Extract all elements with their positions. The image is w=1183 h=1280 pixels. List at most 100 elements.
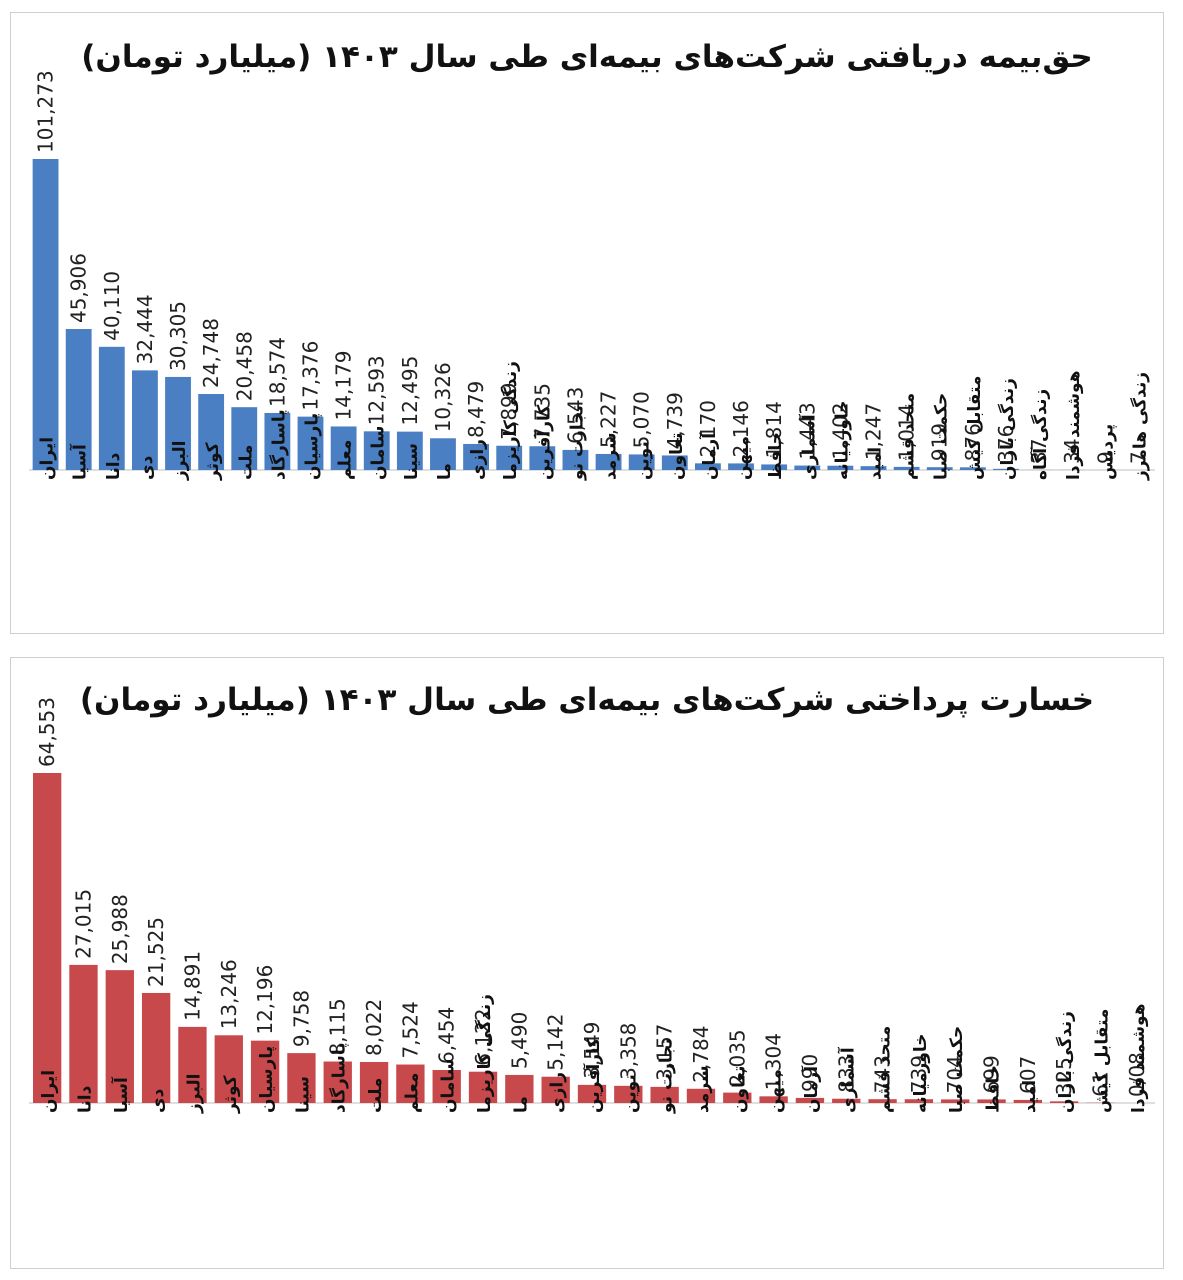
bar bbox=[264, 412, 291, 470]
bar bbox=[65, 329, 92, 470]
category-label: نوین bbox=[634, 441, 654, 480]
category-label: آسماری bbox=[797, 413, 819, 480]
category-label: پارسیان bbox=[257, 1046, 277, 1113]
bar-value-label: 37 bbox=[1027, 438, 1051, 463]
category-label: خاورمیانه bbox=[832, 400, 852, 480]
category-label: حکمت صبا bbox=[932, 393, 952, 480]
bar bbox=[396, 431, 423, 470]
bar-value-label: 25,988 bbox=[108, 894, 132, 964]
bar bbox=[32, 773, 62, 1103]
bar-value-label: 6,454 bbox=[435, 1007, 459, 1064]
category-label: تجارت نو bbox=[657, 1038, 677, 1114]
category-label: تعاون bbox=[667, 433, 687, 480]
category-label: حافظ bbox=[984, 1065, 1004, 1113]
bar-value-label: 12,593 bbox=[365, 355, 389, 425]
category-label: دانا bbox=[75, 1085, 95, 1113]
bar bbox=[131, 370, 158, 470]
category-label: کارآفرین bbox=[582, 1038, 604, 1113]
bar-value-label: 14,179 bbox=[332, 350, 356, 420]
bar-value-label: 7,899 bbox=[497, 382, 521, 439]
bar-value-label: 2,035 bbox=[725, 1029, 749, 1086]
bar bbox=[628, 454, 655, 470]
bar bbox=[832, 1098, 861, 1103]
bar-value-label: 2,784 bbox=[689, 1026, 713, 1083]
category-label: کارآفرین bbox=[532, 405, 554, 480]
bar-value-label: 8,022 bbox=[362, 999, 386, 1056]
bar bbox=[827, 465, 854, 470]
category-label: آسیا bbox=[69, 443, 91, 480]
bar-value-label: 6,122 bbox=[471, 1008, 495, 1065]
bar bbox=[759, 1096, 788, 1103]
bar-value-label: 376 bbox=[994, 425, 1018, 463]
category-label: زندگی کاریزما bbox=[474, 994, 495, 1113]
bar bbox=[694, 463, 721, 470]
bar-value-label: 14,891 bbox=[180, 951, 204, 1021]
category-label: آسیا bbox=[110, 1076, 132, 1113]
category-label: زندگی باران bbox=[997, 378, 1018, 480]
bar-value-label: 10,326 bbox=[431, 362, 455, 432]
bar-value-label: 17,376 bbox=[299, 341, 323, 411]
category-label: متقابل کیش bbox=[1093, 1009, 1113, 1113]
bar bbox=[795, 1097, 825, 1103]
category-label: سامان bbox=[369, 425, 389, 480]
category-label: خاورمیانه bbox=[911, 1033, 931, 1113]
category-label: رازی bbox=[468, 439, 488, 480]
bar-value-label: 8,479 bbox=[464, 381, 488, 438]
bar bbox=[541, 1076, 570, 1103]
bar-value-label: 5,070 bbox=[630, 391, 654, 448]
bar bbox=[728, 463, 754, 470]
bar-value-label: 743 bbox=[871, 1055, 895, 1093]
bar bbox=[614, 1085, 643, 1103]
bar-value-label: 1,247 bbox=[862, 403, 886, 460]
claims-chart-title: خسارت پرداختی شرکت‌های بیمه‌ای طی سال ۱۴… bbox=[79, 682, 1095, 718]
bar bbox=[761, 464, 788, 470]
bar-value-label: 5,142 bbox=[544, 1013, 568, 1070]
bar-value-label: 6,543 bbox=[563, 387, 587, 444]
category-label: متقابل کیش bbox=[965, 376, 985, 480]
category-label: آرمان bbox=[800, 1065, 822, 1113]
bar-value-label: 739 bbox=[907, 1055, 931, 1093]
category-label: دانا bbox=[104, 452, 124, 480]
claims-chart: 64,553 ایران 27,015 دانا 25,988 آسیا 21,525 دی 1… bbox=[29, 697, 1155, 1114]
bar bbox=[141, 992, 171, 1103]
bar bbox=[250, 1040, 280, 1103]
bar-value-label: 1,402 bbox=[828, 402, 852, 459]
bar-value-label: 607 bbox=[1016, 1056, 1040, 1094]
category-label: البرز bbox=[170, 440, 190, 481]
bar bbox=[893, 466, 920, 470]
bar-value-label: 1,814 bbox=[762, 401, 786, 458]
category-label: ملت bbox=[366, 1078, 386, 1113]
bar bbox=[330, 426, 357, 470]
bar-value-label: 9 bbox=[1093, 451, 1117, 464]
category-label: سامان bbox=[439, 1058, 459, 1113]
category-label: سینا bbox=[293, 1076, 313, 1113]
category-label: تعاون bbox=[729, 1066, 749, 1113]
bar bbox=[430, 438, 456, 470]
bar-value-label: 21,525 bbox=[144, 917, 168, 987]
category-label: امید bbox=[1020, 1080, 1040, 1113]
bar bbox=[505, 1074, 534, 1103]
bar bbox=[432, 1070, 461, 1103]
bar-value-label: 18,574 bbox=[265, 337, 289, 407]
category-label: امید bbox=[866, 447, 886, 480]
bar-value-label: 20,458 bbox=[232, 331, 256, 401]
category-label: آرمان bbox=[698, 432, 720, 480]
premium-chart-panel: حق‌بیمه دریافتی شرکت‌های بیمه‌ای طی سال … bbox=[10, 12, 1164, 634]
bar-value-label: 61 bbox=[1089, 1071, 1113, 1096]
bar bbox=[69, 964, 98, 1103]
bar-value-label: 101,273 bbox=[34, 70, 58, 153]
bar bbox=[926, 467, 953, 470]
bar-value-label: 64,553 bbox=[35, 697, 59, 767]
category-label: پردیس bbox=[1097, 424, 1117, 480]
category-label: ما bbox=[435, 463, 455, 480]
bar-value-label: 3,549 bbox=[580, 1022, 604, 1079]
bar bbox=[993, 468, 1019, 470]
category-label: زندگی باران bbox=[1055, 1011, 1076, 1113]
bar bbox=[595, 453, 622, 470]
bar bbox=[98, 346, 125, 470]
bar-value-label: 990 bbox=[798, 1054, 822, 1092]
bar-value-label: 3,358 bbox=[616, 1023, 640, 1080]
bar bbox=[868, 1099, 897, 1103]
bar-value-label: 13,246 bbox=[217, 959, 241, 1029]
bar bbox=[941, 1099, 970, 1103]
